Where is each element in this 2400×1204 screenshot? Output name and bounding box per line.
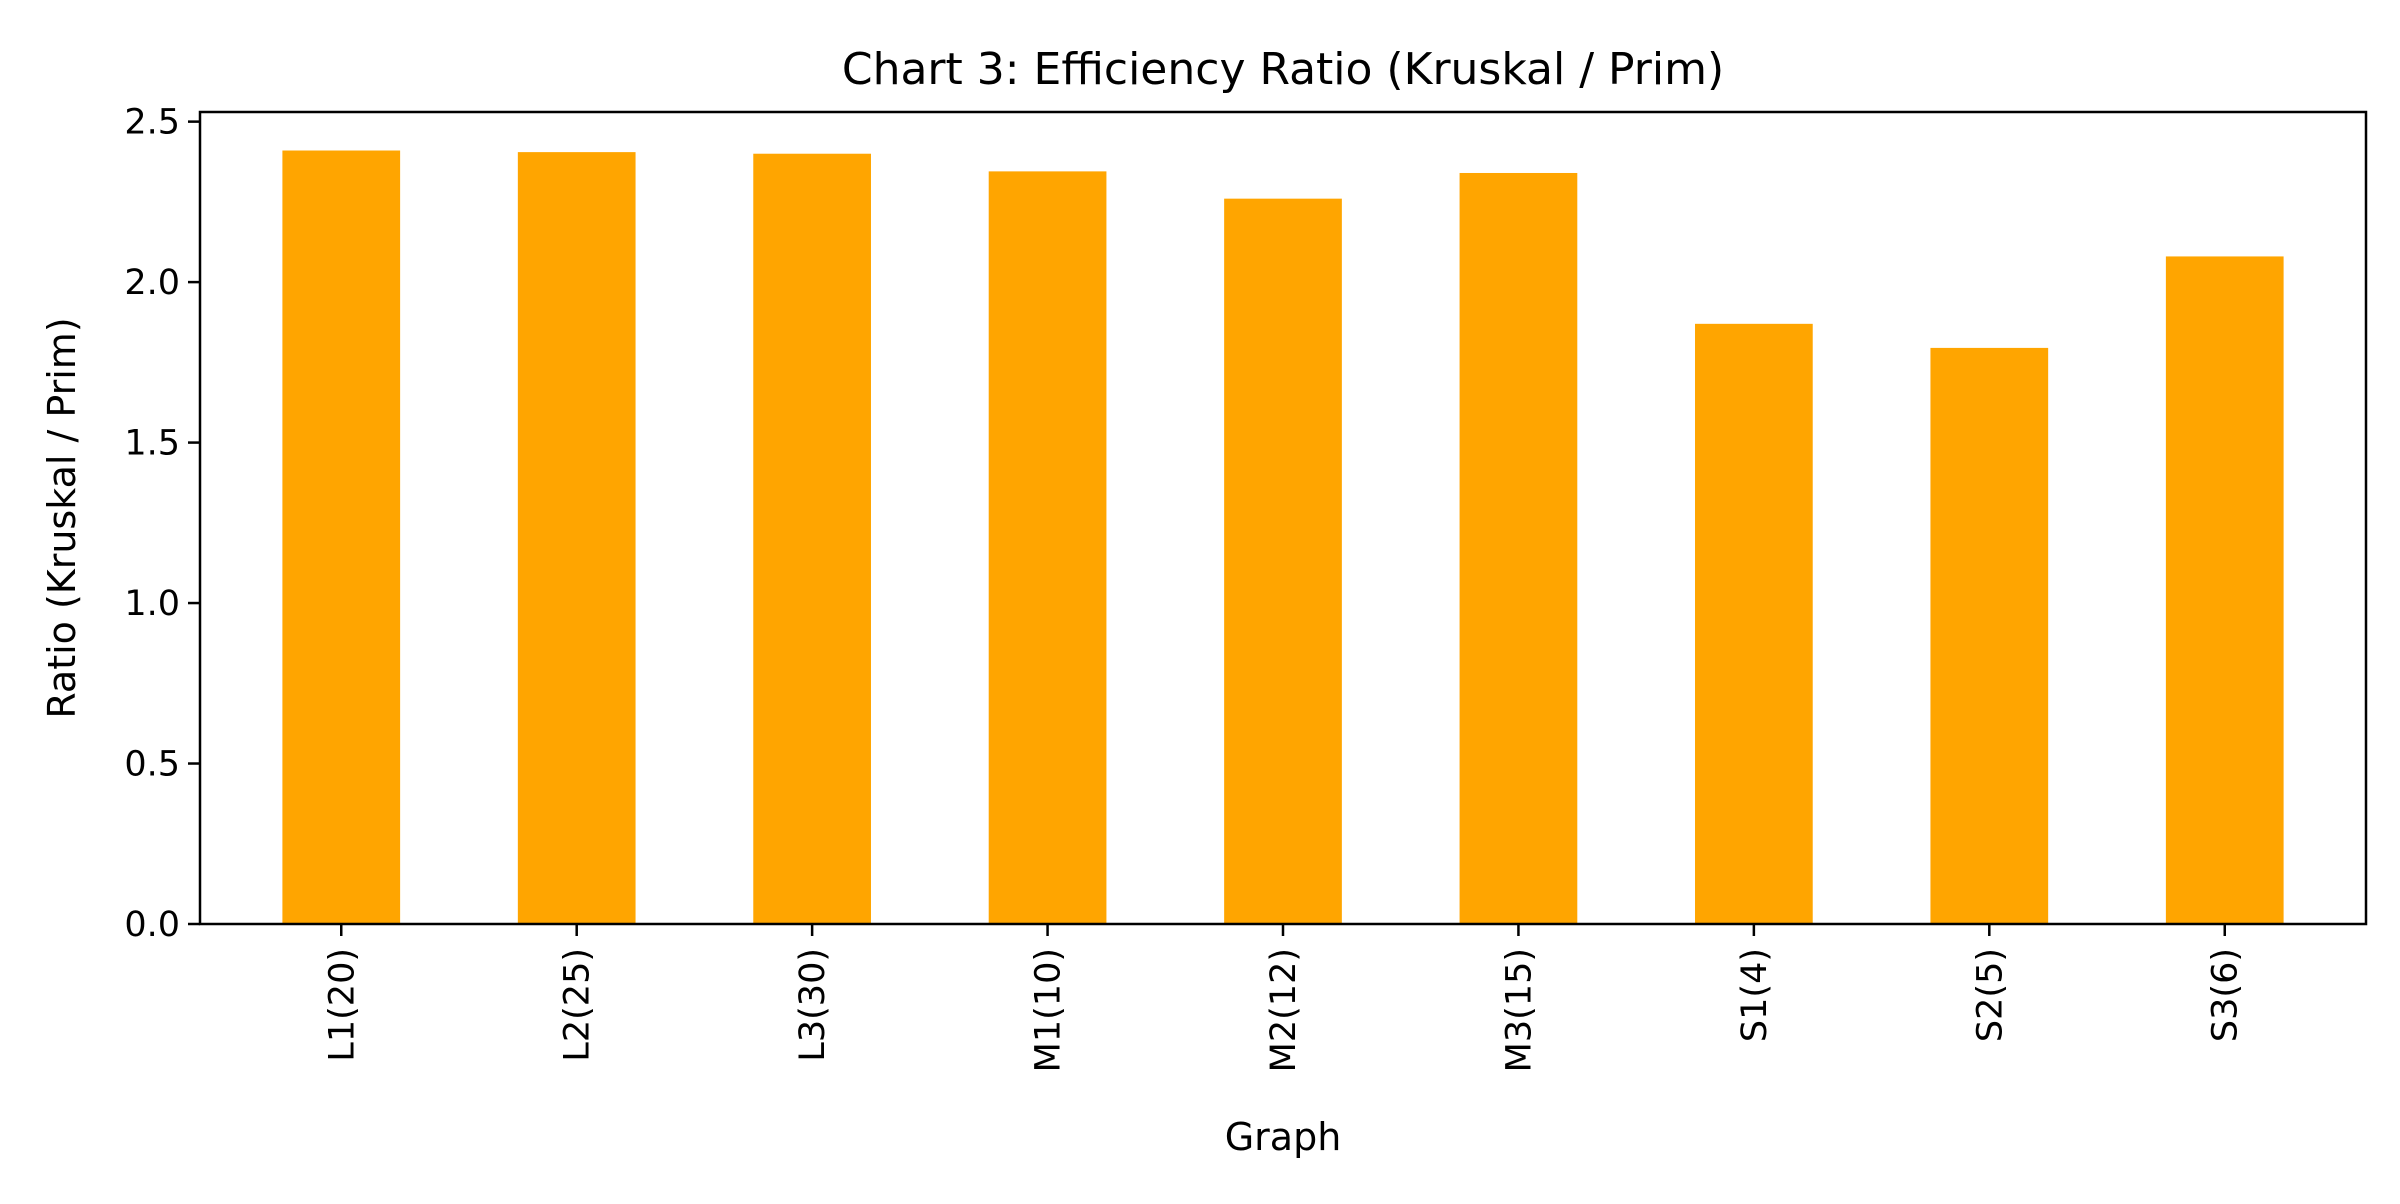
y-tick-label: 1.5 [124, 424, 180, 464]
y-axis-ticks: 0.0 0.5 1.0 1.5 2.0 2.5 [124, 103, 200, 945]
bar-s3-6 [2165, 256, 2284, 924]
x-tick-label: L3(30) [793, 948, 833, 1062]
plot-area-frame [198, 110, 2368, 926]
x-tick-label: L1(20) [322, 948, 362, 1062]
x-tick-label: S1(4) [1735, 948, 1775, 1042]
y-tick-label: 1.0 [124, 584, 180, 624]
bars-group [282, 150, 2284, 925]
bar-m3-15 [1459, 172, 1578, 925]
bar-m1-10 [988, 171, 1107, 924]
x-tick-label: M2(12) [1264, 948, 1304, 1072]
y-tick-label: 2.0 [124, 263, 180, 303]
x-axis-label: Graph [1225, 1115, 1342, 1159]
chart-title: Chart 3: Efficiency Ratio (Kruskal / Pri… [842, 44, 1724, 95]
bar-l3-30 [753, 153, 871, 924]
bar-l2-25 [517, 152, 636, 924]
y-axis-label: Ratio (Kruskal / Prim) [40, 317, 84, 718]
x-tick-label: L2(25) [558, 948, 598, 1062]
y-tick-label: 0.5 [124, 745, 180, 785]
y-tick-label: 2.5 [124, 103, 180, 143]
bar-l1-20 [282, 150, 401, 924]
x-tick-label: S2(5) [1970, 948, 2010, 1042]
x-tick-label: M1(10) [1029, 948, 1069, 1072]
x-axis-ticks: L1(20) L2(25) L3(30) M1(10) M2(12) M3(15) S1(4… [322, 924, 2246, 1072]
x-tick-label: S3(6) [2206, 948, 2246, 1042]
y-tick-label: 0.0 [124, 905, 180, 945]
bar-m2-12 [1224, 198, 1342, 924]
x-tick-label: M3(15) [1499, 948, 1539, 1072]
bar-s1-4 [1695, 323, 1813, 925]
bar-s2-5 [1930, 347, 2049, 925]
